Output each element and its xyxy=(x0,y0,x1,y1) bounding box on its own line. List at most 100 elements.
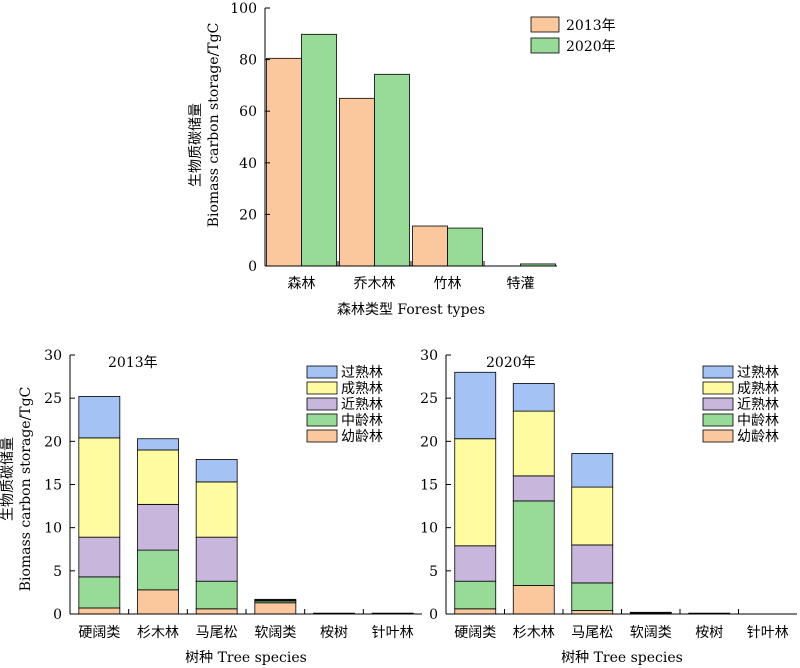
bl-legend-label: 近熟林 xyxy=(341,397,383,413)
bl-bar-segment xyxy=(254,598,297,601)
br-x-ticks: 硬阔类 杉木林 马尾松 软阔类 桉树 针叶林 xyxy=(454,609,789,641)
bl-bar-segment xyxy=(78,576,121,609)
bl-bar-segment xyxy=(78,536,121,578)
br-ytick-label: 30 xyxy=(420,348,438,364)
bl-xtick-label: 桉树 xyxy=(320,625,348,641)
top-ytick-label: 60 xyxy=(239,104,257,120)
top-y-ticks: 0 20 40 60 80 100 xyxy=(230,1,270,275)
br-xtick-label: 桉树 xyxy=(695,625,723,641)
br-legend-swatch xyxy=(702,429,734,443)
br-bar-segment xyxy=(571,544,614,584)
bl-legend-label: 过熟林 xyxy=(341,365,383,381)
br-xlabel: 树种 Tree species xyxy=(561,650,683,666)
top-xtick-label: 森林 xyxy=(288,276,316,292)
bl-bar-segment xyxy=(195,459,238,483)
top-bar xyxy=(301,33,337,267)
top-ylabel-cn: 生物质碳储量 xyxy=(188,103,204,187)
bl-ytick-label: 5 xyxy=(53,564,62,580)
br-bar-segment xyxy=(454,438,497,547)
legend-label-2013: 2013年 xyxy=(566,18,616,34)
bl-bar-segment xyxy=(78,607,121,615)
species-2020-chart: 0 5 10 15 20 25 30 硬阔类 杉木林 马尾松 软阔类 桉树 针叶林 2020年 树种 … xyxy=(420,348,797,666)
bl-bar-segment xyxy=(254,602,297,615)
bl-panel-label: 2013年 xyxy=(108,355,158,371)
bl-bar-segment xyxy=(137,503,179,551)
top-ylabel-en: Biomass carbon storage/TgC xyxy=(206,23,222,228)
bl-ytick-label: 15 xyxy=(44,478,62,494)
top-ytick-label: 100 xyxy=(230,1,257,17)
br-legend-label: 成熟林 xyxy=(737,381,779,397)
bl-legend-swatch xyxy=(306,429,338,443)
br-bar-segment xyxy=(454,545,497,582)
br-bars xyxy=(454,371,731,615)
br-xtick-label: 硬阔类 xyxy=(454,625,496,641)
top-bar xyxy=(266,57,302,267)
br-ytick-label: 25 xyxy=(420,391,438,407)
bl-xtick-label: 杉木林 xyxy=(137,625,179,641)
bl-xtick-label: 针叶林 xyxy=(372,625,414,641)
bl-bar-segment xyxy=(195,580,238,610)
br-ytick-label: 5 xyxy=(429,564,438,580)
bl-ylabel-cn: 生物质碳储量 xyxy=(0,437,16,521)
br-bar-segment xyxy=(454,580,497,610)
bl-ytick-label: 25 xyxy=(44,391,62,407)
bl-ylabel-en: Biomass carbon storage/TgC xyxy=(18,387,34,592)
br-legend-swatch xyxy=(702,397,734,411)
bl-bar-segment xyxy=(137,549,179,591)
bl-ytick-label: 20 xyxy=(44,434,62,450)
br-ytick-label: 20 xyxy=(420,434,438,450)
br-bar-segment xyxy=(454,371,497,440)
top-xtick-label: 乔木林 xyxy=(354,276,396,292)
top-bar xyxy=(339,97,375,267)
bl-legend-label: 幼龄林 xyxy=(341,429,383,445)
top-bar xyxy=(412,225,448,267)
legend-swatch-2020 xyxy=(530,37,560,54)
bl-ytick-label: 30 xyxy=(44,348,62,364)
br-bar-segment xyxy=(571,486,614,546)
top-bar xyxy=(447,227,483,267)
bl-legend-label: 成熟林 xyxy=(341,381,383,397)
bl-xtick-label: 硬阔类 xyxy=(78,625,120,641)
br-bar-segment xyxy=(512,383,555,412)
br-legend-swatch xyxy=(702,365,734,379)
bl-legend-swatch xyxy=(306,381,338,395)
br-panel-label: 2020年 xyxy=(486,355,536,371)
legend-label-2020: 2020年 xyxy=(566,39,616,55)
legend-swatch-2013 xyxy=(530,16,560,33)
bl-bar-segment xyxy=(195,608,238,615)
br-bar-segment xyxy=(571,610,614,615)
br-legend-label: 幼龄林 xyxy=(737,429,779,445)
bl-x-ticks: 硬阔类 杉木林 马尾松 软阔类 桉树 针叶林 xyxy=(78,609,414,641)
br-bar-segment xyxy=(512,585,555,615)
br-bar-segment xyxy=(571,453,614,488)
top-ytick-label: 20 xyxy=(239,207,257,223)
bl-legend-swatch xyxy=(306,397,338,411)
br-xtick-label: 软阔类 xyxy=(630,625,672,641)
bl-xtick-label: 软阔类 xyxy=(254,625,296,641)
forest-type-chart: 0 20 40 60 80 100 森林 乔木林 竹林 特灌 生物质碳储量 Biomass ca… xyxy=(188,1,616,318)
br-legend-swatch xyxy=(702,381,734,395)
br-xtick-label: 杉木林 xyxy=(513,625,555,641)
bl-legend-swatch xyxy=(306,365,338,379)
top-bar xyxy=(374,73,410,267)
br-bar-segment xyxy=(629,611,672,614)
bl-bar-segment xyxy=(78,437,121,538)
br-ytick-label: 15 xyxy=(420,478,438,494)
br-xtick-label: 马尾松 xyxy=(571,625,613,641)
br-ytick-label: 10 xyxy=(420,521,438,537)
bl-bar-segment xyxy=(137,438,179,451)
br-bar-segment xyxy=(571,582,614,611)
top-xlabel: 森林类型 Forest types xyxy=(337,302,485,318)
top-ytick-label: 0 xyxy=(248,259,257,275)
top-xtick-label: 竹林 xyxy=(434,276,462,292)
top-ytick-label: 40 xyxy=(239,156,257,172)
bl-bar-segment xyxy=(137,589,179,615)
br-xtick-label: 针叶林 xyxy=(747,625,789,641)
species-2013-chart: 0 5 10 15 20 25 30 硬阔类 杉木林 马尾松 软阔类 桉树 针叶林 2013年 生物质… xyxy=(0,348,422,666)
top-x-ticks: 森林 乔木林 竹林 特灌 xyxy=(288,261,535,292)
br-ytick-label: 0 xyxy=(429,607,438,623)
bl-ytick-label: 10 xyxy=(44,521,62,537)
br-legend-label: 近熟林 xyxy=(737,397,779,413)
